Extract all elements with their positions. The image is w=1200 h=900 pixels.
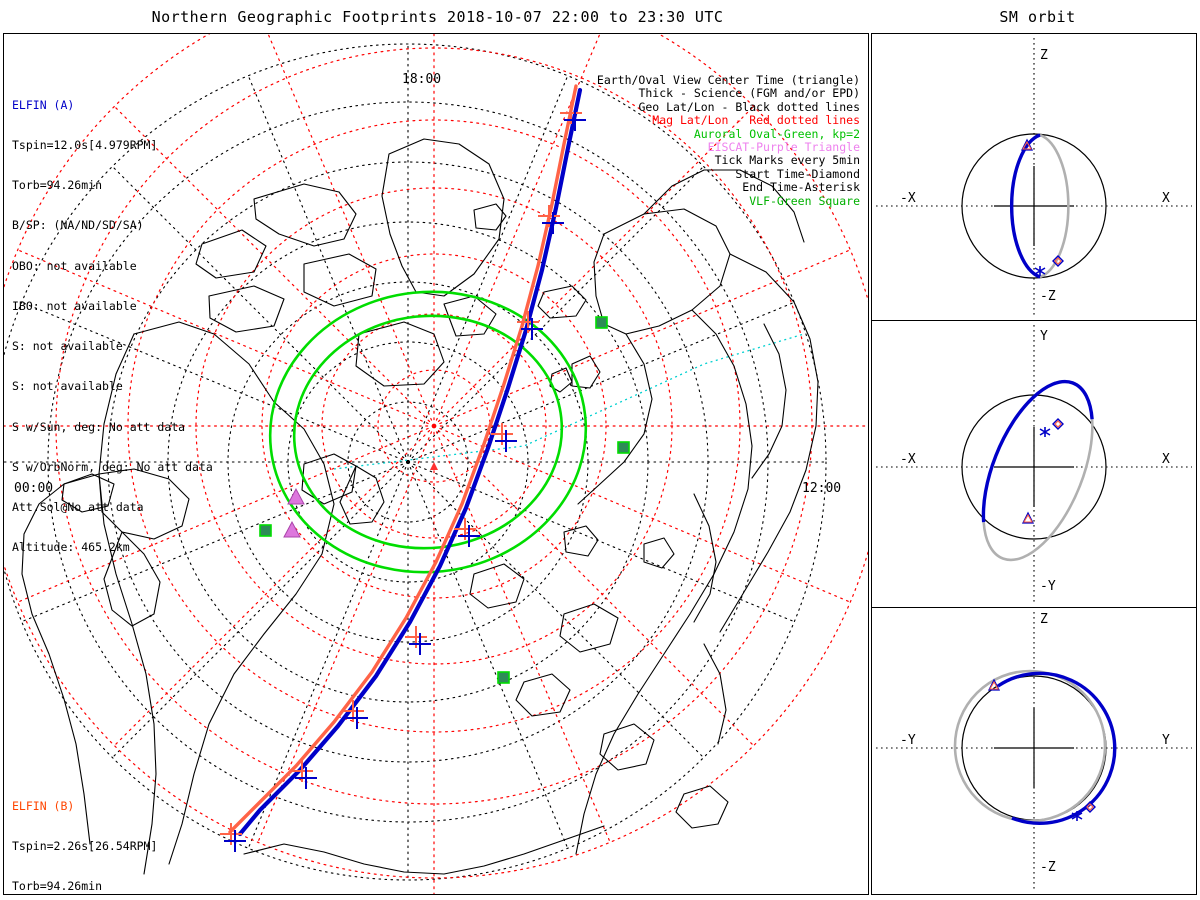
sm-yz-center-triangle <box>987 678 1001 691</box>
elfin-a-ibo: IBO: not available <box>12 298 137 313</box>
legend-item-geo-latlon: Geo Lat/Lon - Black dotted lines <box>638 99 860 114</box>
sm-orbit-title: SM orbit <box>999 8 1076 26</box>
page-title: Northern Geographic Footprints 2018-10-0… <box>151 8 724 26</box>
sm-xy-canvas <box>876 325 1192 603</box>
sm-xy-center-triangle <box>1021 511 1035 524</box>
sm-xy-end-asterisk <box>1039 427 1051 437</box>
legend-item-view-center: Earth/Oval View Center Time (triangle) <box>596 73 860 87</box>
sm-xy-label-y-pos: Y <box>1040 329 1048 344</box>
auroral-oval <box>268 290 588 574</box>
legend-item-thick-science: Thick - Science (FGM and/or EPD) <box>638 86 860 101</box>
sm-xz-label-x-neg: -X <box>900 191 916 206</box>
elfin-a-bsp: B/SP: (NA/ND/SD/SA) <box>12 218 144 233</box>
legend-item-eiscat: EISCAT-Purple Triangle <box>707 140 860 155</box>
sm-xz-start-diamond <box>1052 255 1064 267</box>
legend-item-start-time: Start Time-Diamond <box>735 166 860 181</box>
sm-xy-label-x-neg: -X <box>900 452 916 467</box>
elfin-a-track <box>237 87 583 837</box>
elfin-a-torb: Torb=94.26min <box>12 178 103 193</box>
elfin-a-name: ELFIN (A) <box>12 97 75 112</box>
legend-item-auroral-oval: Auroral Oval-Green, kp=2 <box>693 126 860 141</box>
elfin-b-track <box>228 84 578 834</box>
elfin-a-attsol: Att.Sol@No att data <box>12 500 144 514</box>
clock-label-left: 00:00 <box>14 481 54 496</box>
sm-xy-label-y-neg: -Y <box>1040 579 1056 594</box>
sm-yz-label-y-pos: Y <box>1162 733 1170 748</box>
mag-longitude-lines <box>4 34 868 894</box>
sm-xz-end-asterisk <box>1034 266 1046 276</box>
sm-yz-canvas <box>876 612 1192 889</box>
sm-xz-label-z-neg: -Z <box>1040 289 1056 304</box>
geo-longitude-lines <box>4 43 827 881</box>
elfin-a-obo: OBO: not available <box>12 258 137 273</box>
sm-xy-label-x-pos: X <box>1162 452 1170 467</box>
elfin-a-info-block: ELFIN (A) Tspin=12.0s[4.979RPM] Torb=94.… <box>12 72 213 581</box>
sm-xz-canvas <box>876 38 1192 316</box>
legend-item-tick-marks: Tick Marks every 5min <box>714 153 860 168</box>
elfin-b-tspin: Tspin=2.26s[26.54RPM] <box>12 839 158 854</box>
sm-xz-label-x-pos: X <box>1162 191 1170 206</box>
elfin-a-s-sun: S w/Sun, deg: No att data <box>12 419 186 434</box>
elfin-a-s-orbnorm: S w/OrbNorm, deg: No att data <box>12 459 213 474</box>
legend-item-vlf: VLF-Green Square <box>749 193 860 208</box>
elfin-a-s2: S: not available <box>12 379 123 394</box>
eiscat-markers[interactable] <box>283 487 305 538</box>
legend-item-end-time: End Time-Asterisk <box>742 180 860 195</box>
elfin-a-tspin: Tspin=12.0s[4.979RPM] <box>12 138 158 153</box>
tick-marks <box>220 102 586 852</box>
sm-panel-xz[interactable]: Z -Z -X X <box>872 34 1196 321</box>
vlf-markers[interactable] <box>259 316 630 684</box>
sm-orbit-panel: Z -Z -X X <box>871 33 1197 895</box>
coastlines <box>21 138 819 875</box>
sm-xz-label-z-pos: Z <box>1040 48 1048 63</box>
sm-panel-xy[interactable]: Y -Y -X X <box>872 321 1196 608</box>
view-center-triangle <box>430 462 438 470</box>
map-legend: Earth/Oval View Center Time (triangle) T… <box>4 73 866 208</box>
clock-label-top: 18:00 <box>402 72 442 87</box>
elfin-b-name: ELFIN (B) <box>12 798 75 813</box>
geographic-footprint-map[interactable]: 18:00 12:00 06:00 00:00 ELFIN (A) Tspin=… <box>3 33 869 895</box>
elfin-a-s1: S: not available <box>12 339 123 354</box>
sm-yz-label-z-neg: -Z <box>1040 860 1056 875</box>
sm-xz-center-triangle <box>1020 138 1034 151</box>
map-canvas <box>4 34 868 894</box>
legend-item-mag-latlon: Mag Lat/Lon - Red dotted lines <box>652 113 860 128</box>
sm-yz-end-asterisk <box>1071 811 1083 821</box>
sm-yz-start-diamond <box>1084 801 1096 813</box>
elfin-b-info-block: ELFIN (B) Tspin=2.26s[26.54RPM] Torb=94.… <box>12 773 213 894</box>
clock-label-right: 12:00 <box>802 481 842 496</box>
sm-yz-label-y-neg: -Y <box>900 733 916 748</box>
sm-panel-yz[interactable]: Z -Z -Y Y <box>872 608 1196 894</box>
elfin-a-altitude: Altitude: 465.2km <box>12 540 130 555</box>
sm-xy-start-diamond <box>1052 418 1064 430</box>
elfin-b-torb: Torb=94.26min <box>12 879 103 894</box>
terminator-line <box>333 333 805 470</box>
sm-yz-label-z-pos: Z <box>1040 612 1048 627</box>
